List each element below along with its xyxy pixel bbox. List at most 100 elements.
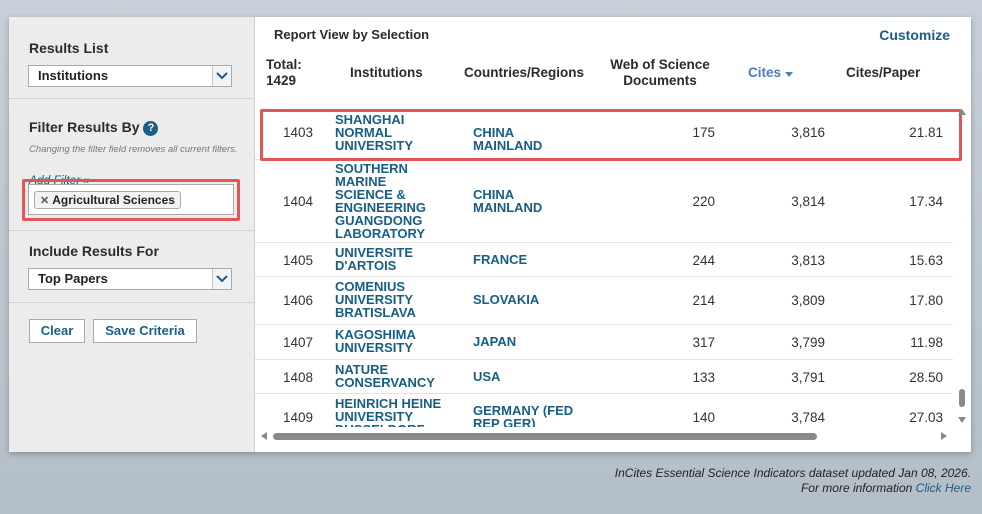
filter-title-text: Filter Results By — [29, 119, 140, 135]
cites-cell: 3,813 — [791, 253, 825, 268]
cites-header-label: Cites — [748, 65, 782, 80]
rank-cell: 1404 — [282, 194, 313, 209]
wos-docs-header[interactable]: Web of Science Documents — [610, 57, 710, 88]
docs-cell[interactable]: 244 — [692, 253, 715, 268]
countries-header[interactable]: Countries/Regions — [464, 65, 585, 80]
footer: InCites Essential Science Indicators dat… — [615, 466, 971, 496]
table-row[interactable]: 1409 HEINRICH HEINE UNIVERSITY DUSSELDOR… — [255, 394, 953, 427]
docs-cell[interactable]: 175 — [692, 125, 715, 140]
footer-dataset-note: InCites Essential Science Indicators dat… — [614, 466, 971, 480]
cites-cell: 3,784 — [791, 410, 825, 425]
cites-cell: 3,791 — [791, 370, 825, 385]
total-header: Total: 1429 — [266, 57, 302, 89]
vertical-scroll-thumb — [959, 389, 965, 407]
horizontal-scroll-thumb — [273, 433, 817, 440]
rank-cell: 1407 — [282, 335, 313, 350]
cites-header[interactable]: Cites — [748, 65, 793, 81]
horizontal-scrollbar[interactable] — [261, 429, 951, 441]
cpp-cell: 28.50 — [909, 370, 943, 385]
sort-desc-icon — [784, 72, 793, 77]
filter-chip[interactable]: ✕ Agricultural Sciences — [34, 191, 181, 209]
country-link[interactable]: CHINA MAINLAND — [473, 125, 543, 153]
country-link[interactable]: JAPAN — [473, 334, 517, 349]
scroll-down-icon — [958, 417, 966, 423]
country-link[interactable]: FRANCE — [473, 252, 528, 267]
docs-cell[interactable]: 214 — [692, 293, 715, 308]
cpp-cell: 27.03 — [909, 410, 943, 425]
remove-chip-icon[interactable]: ✕ — [40, 195, 50, 207]
cites-per-paper-header[interactable]: Cites/Paper — [846, 65, 921, 80]
country-link[interactable]: GERMANY (FED REP GER) — [473, 403, 574, 427]
report-panel: Report View by Selection Customize Total… — [255, 17, 971, 452]
cites-cell: 3,816 — [791, 125, 825, 140]
cites-cell: 3,809 — [791, 293, 825, 308]
cites-cell: 3,814 — [791, 194, 825, 209]
institution-link[interactable]: SOUTHERN MARINE SCIENCE & ENGINEERING GU… — [335, 161, 427, 241]
rank-cell: 1409 — [282, 410, 313, 425]
filter-input[interactable]: ✕ Agricultural Sciences — [28, 184, 234, 215]
report-title: Report View by Selection — [274, 27, 430, 42]
customize-link[interactable]: Customize — [879, 27, 950, 43]
institution-link[interactable]: KAGOSHIMA UNIVERSITY — [335, 327, 416, 355]
scroll-left-icon — [261, 432, 267, 440]
divider — [9, 98, 254, 99]
rank-cell: 1408 — [282, 370, 313, 385]
results-list-select[interactable]: Institutions — [28, 65, 232, 87]
results-list-value: Institutions — [38, 68, 109, 83]
help-icon[interactable]: ? — [143, 120, 159, 136]
results-list-title: Results List — [29, 40, 109, 56]
table-row[interactable]: 1405 UNIVERSITE D'ARTOIS FRANCE 244 3,81… — [255, 243, 953, 277]
rank-cell: 1405 — [282, 253, 313, 268]
sidebar: Results List Institutions Filter Results… — [9, 17, 255, 452]
institutions-header[interactable]: Institutions — [350, 65, 423, 80]
divider — [9, 302, 254, 303]
docs-cell[interactable]: 140 — [692, 410, 715, 425]
table-row[interactable]: 1404 SOUTHERN MARINE SCIENCE & ENGINEERI… — [255, 160, 953, 243]
docs-cell[interactable]: 133 — [692, 370, 715, 385]
main-panel: Results List Institutions Filter Results… — [9, 17, 971, 452]
save-criteria-button[interactable]: Save Criteria — [93, 319, 197, 343]
filter-title: Filter Results By? — [29, 119, 159, 136]
cpp-cell: 15.63 — [909, 253, 943, 268]
cpp-cell: 17.34 — [909, 194, 943, 209]
cpp-cell: 17.80 — [909, 293, 943, 308]
scroll-right-icon — [941, 432, 947, 440]
total-value: 1429 — [266, 73, 297, 88]
country-link[interactable]: CHINA MAINLAND — [473, 187, 543, 215]
include-select[interactable]: Top Papers — [28, 268, 232, 290]
filter-highlight-box — [22, 179, 240, 221]
footer-more-info-text: For more information — [800, 481, 913, 495]
divider — [9, 230, 254, 231]
chevron-down-icon[interactable] — [212, 269, 231, 289]
row-highlight-box — [260, 109, 962, 161]
table-header: Total: 1429 Institutions Countries/Regio… — [255, 51, 955, 93]
cites-cell: 3,799 — [791, 335, 825, 350]
table-row[interactable]: 1408 NATURE CONSERVANCY USA 133 3,791 28… — [255, 360, 953, 394]
table-row[interactable]: 1407 KAGOSHIMA UNIVERSITY JAPAN 317 3,79… — [255, 325, 953, 360]
country-link[interactable]: SLOVAKIA — [473, 292, 540, 307]
total-label: Total: — [266, 57, 302, 72]
rank-cell: 1406 — [282, 293, 313, 308]
scroll-up-icon — [958, 109, 966, 115]
include-title: Include Results For — [29, 243, 159, 259]
country-link[interactable]: USA — [473, 369, 501, 384]
institution-link[interactable]: SHANGHAI NORMAL UNIVERSITY — [335, 112, 414, 153]
institution-link[interactable]: UNIVERSITE D'ARTOIS — [335, 245, 414, 273]
filter-chip-label: Agricultural Sciences — [52, 193, 175, 207]
docs-cell[interactable]: 220 — [692, 194, 715, 209]
cpp-cell: 21.81 — [909, 125, 943, 140]
institution-link[interactable]: HEINRICH HEINE UNIVERSITY DUSSELDORF — [335, 396, 442, 427]
include-value: Top Papers — [38, 271, 108, 286]
clear-button[interactable]: Clear — [29, 319, 85, 343]
cpp-cell: 11.98 — [910, 335, 943, 350]
vertical-scrollbar[interactable] — [956, 109, 968, 429]
institution-link[interactable]: COMENIUS UNIVERSITY BRATISLAVA — [335, 279, 416, 320]
table-row[interactable]: 1406 COMENIUS UNIVERSITY BRATISLAVA SLOV… — [255, 277, 953, 325]
click-here-link[interactable]: Click Here — [915, 481, 971, 495]
footer-more-info: For more information Click Here — [615, 481, 971, 496]
docs-cell[interactable]: 317 — [692, 335, 715, 350]
institution-link[interactable]: NATURE CONSERVANCY — [335, 362, 435, 390]
filter-hint: Changing the filter field removes all cu… — [29, 144, 238, 155]
chevron-down-icon[interactable] — [212, 66, 231, 86]
rank-cell: 1403 — [282, 125, 313, 140]
